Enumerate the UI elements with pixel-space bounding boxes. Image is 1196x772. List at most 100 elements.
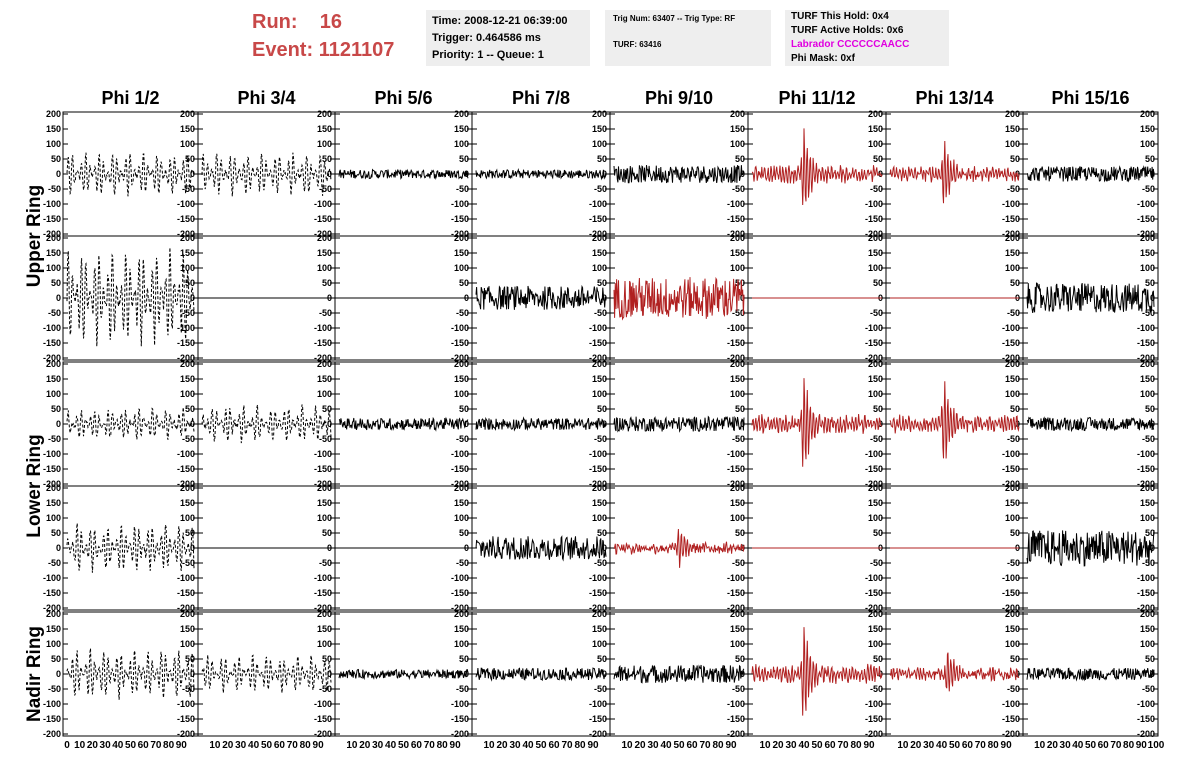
- y-tick-label: -150: [589, 464, 607, 474]
- turf-info-panel: TURF This Hold: 0x4 TURF Active Holds: 0…: [785, 10, 949, 66]
- y-tick-label: -200: [177, 353, 195, 363]
- y-tick-label: 150: [180, 374, 195, 384]
- y-tick-label: 200: [180, 109, 195, 119]
- waveform-trace: [751, 627, 883, 716]
- y-tick-label: 100: [1140, 139, 1155, 149]
- x-tick-label: 20: [1047, 740, 1059, 751]
- y-tick-label: -100: [727, 199, 745, 209]
- x-tick-label: 10: [483, 740, 495, 751]
- y-tick-label: 200: [1140, 609, 1155, 619]
- x-tick-label: 30: [785, 740, 797, 751]
- y-tick-label: 150: [592, 624, 607, 634]
- y-tick-label: -100: [1002, 199, 1020, 209]
- event-value: 1121107: [318, 39, 395, 61]
- y-tick-label: -100: [1137, 323, 1155, 333]
- column-title: Phi 11/12: [778, 88, 855, 108]
- waveform-trace: [613, 415, 745, 433]
- x-tick-label: 10: [621, 740, 633, 751]
- y-tick-label: -50: [456, 434, 469, 444]
- y-tick-label: -100: [589, 199, 607, 209]
- y-tick-label: -150: [1002, 214, 1020, 224]
- x-tick-label: 90: [1136, 740, 1148, 751]
- waveform-trace: [613, 165, 745, 184]
- waveform-trace: [66, 407, 195, 440]
- y-tick-label: 200: [180, 359, 195, 369]
- y-tick-label: 200: [317, 233, 332, 243]
- y-tick-label: 100: [868, 389, 883, 399]
- y-tick-label: -200: [865, 729, 883, 739]
- y-tick-label: 50: [1145, 528, 1155, 538]
- y-tick-label: 150: [592, 124, 607, 134]
- y-tick-label: 150: [592, 498, 607, 508]
- waveform-trace: [66, 247, 195, 347]
- y-tick-label: 200: [592, 609, 607, 619]
- x-tick-label: 70: [699, 740, 711, 751]
- y-tick-label: 150: [1140, 124, 1155, 134]
- y-tick-label: -50: [594, 308, 607, 318]
- x-tick-label: 90: [450, 740, 462, 751]
- x-tick-label: 80: [712, 740, 724, 751]
- y-tick-label: 100: [46, 639, 61, 649]
- y-tick-label: -150: [727, 588, 745, 598]
- turf-text: TURF: 63416: [613, 40, 662, 49]
- y-tick-label: -200: [177, 479, 195, 489]
- y-tick-label: -150: [589, 588, 607, 598]
- y-tick-label: -150: [314, 588, 332, 598]
- y-tick-label: 50: [322, 528, 332, 538]
- y-tick-label: -50: [182, 434, 195, 444]
- y-tick-label: 200: [454, 483, 469, 493]
- waveform-trace: [66, 648, 195, 700]
- x-tick-label: 60: [686, 740, 698, 751]
- x-tick-label: 90: [1001, 740, 1013, 751]
- y-tick-label: -50: [1142, 184, 1155, 194]
- y-tick-label: -200: [589, 603, 607, 613]
- y-tick-label: 100: [180, 263, 195, 273]
- y-tick-label: 100: [46, 389, 61, 399]
- y-tick-label: 150: [1005, 624, 1020, 634]
- y-tick-label: 150: [317, 498, 332, 508]
- y-tick-label: -200: [314, 729, 332, 739]
- y-tick-label: -150: [1002, 588, 1020, 598]
- y-tick-label: 50: [185, 404, 195, 414]
- y-tick-label: 50: [459, 278, 469, 288]
- y-tick-label: -200: [727, 353, 745, 363]
- x-tick-label: 30: [235, 740, 247, 751]
- y-tick-label: 150: [868, 624, 883, 634]
- y-tick-label: -100: [177, 573, 195, 583]
- y-tick-label: 0: [327, 419, 332, 429]
- y-tick-label: 0: [56, 543, 61, 553]
- y-tick-label: 100: [868, 263, 883, 273]
- y-tick-label: 200: [592, 109, 607, 119]
- y-tick-label: 50: [51, 278, 61, 288]
- y-tick-label: -150: [314, 464, 332, 474]
- x-tick-label: 50: [125, 740, 137, 751]
- run-value: 16: [319, 11, 343, 33]
- y-tick-label: -100: [177, 449, 195, 459]
- y-tick-label: 150: [868, 498, 883, 508]
- y-tick-label: 150: [454, 374, 469, 384]
- x-tick-label: 60: [962, 740, 974, 751]
- y-tick-label: -200: [177, 729, 195, 739]
- y-tick-label: 50: [597, 278, 607, 288]
- x-tick-label: 70: [975, 740, 987, 751]
- y-tick-label: 50: [51, 528, 61, 538]
- y-tick-label: 100: [730, 139, 745, 149]
- priority-text: Priority: 1 -- Queue: 1: [432, 49, 544, 61]
- y-tick-label: -200: [1137, 229, 1155, 239]
- y-tick-label: -50: [319, 184, 332, 194]
- y-tick-label: -100: [314, 699, 332, 709]
- y-tick-label: -200: [451, 729, 469, 739]
- y-tick-label: -100: [865, 199, 883, 209]
- y-tick-label: 0: [602, 293, 607, 303]
- y-tick-label: 50: [1145, 278, 1155, 288]
- y-tick-label: -200: [865, 603, 883, 613]
- y-tick-label: 150: [317, 374, 332, 384]
- y-tick-label: 100: [317, 263, 332, 273]
- y-tick-label: 100: [454, 639, 469, 649]
- y-tick-label: -150: [177, 714, 195, 724]
- y-tick-label: 200: [868, 483, 883, 493]
- y-tick-label: -200: [1137, 729, 1155, 739]
- y-tick-label: -50: [48, 434, 61, 444]
- x-tick-label: 90: [725, 740, 737, 751]
- y-tick-label: 0: [190, 293, 195, 303]
